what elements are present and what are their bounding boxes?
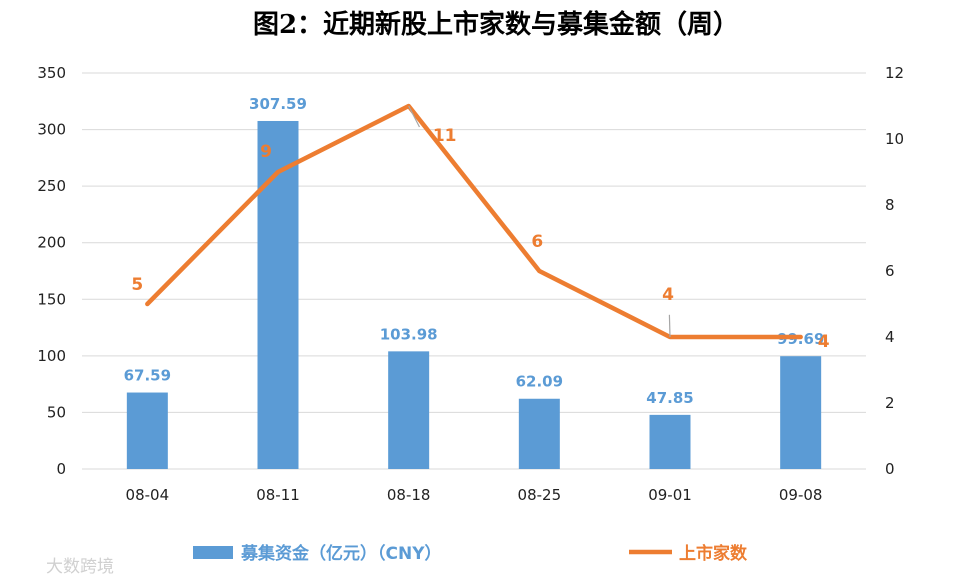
left-tick-label: 150 bbox=[37, 290, 66, 308]
left-tick-label: 0 bbox=[56, 460, 66, 478]
bar-data-label: 47.85 bbox=[646, 389, 693, 407]
watermark-text: 大数跨境 bbox=[46, 557, 114, 577]
left-axis: 0 50 100 150 200 250 300 350 bbox=[37, 64, 66, 478]
bar-data-label: 67.59 bbox=[124, 367, 171, 385]
x-axis: 08-04 08-11 08-18 08-25 09-01 09-08 bbox=[126, 486, 823, 504]
line-data-label: 5 bbox=[131, 275, 143, 295]
right-tick-label: 8 bbox=[885, 196, 895, 214]
right-tick-label: 6 bbox=[885, 262, 895, 280]
line-series: 5 9 11 6 4 4 bbox=[131, 103, 830, 352]
bar-data-label: 307.59 bbox=[249, 95, 307, 113]
bar bbox=[649, 414, 691, 469]
x-tick-label: 08-18 bbox=[387, 486, 431, 504]
leader-line bbox=[668, 314, 671, 338]
chart-title: 图2：近期新股上市家数与募集金额（周） bbox=[253, 9, 739, 40]
x-tick-label: 09-01 bbox=[648, 486, 692, 504]
legend: 募集资金（亿元）（CNY） 上市家数 bbox=[193, 543, 748, 564]
x-tick-label: 08-25 bbox=[518, 486, 562, 504]
left-tick-label: 200 bbox=[37, 234, 66, 252]
left-tick-label: 100 bbox=[37, 347, 66, 365]
right-tick-label: 10 bbox=[885, 130, 904, 148]
legend-label-line: 上市家数 bbox=[679, 543, 748, 564]
bar bbox=[126, 392, 168, 469]
bar bbox=[388, 351, 430, 469]
left-tick-label: 50 bbox=[47, 403, 66, 421]
right-tick-label: 2 bbox=[885, 394, 895, 412]
line-data-label: 11 bbox=[433, 126, 457, 146]
line-data-label: 9 bbox=[260, 142, 272, 162]
bar-data-label: 103.98 bbox=[380, 325, 438, 343]
leader-line bbox=[408, 105, 421, 128]
bar bbox=[257, 120, 299, 469]
bar bbox=[780, 356, 822, 469]
legend-label-bar: 募集资金（亿元）（CNY） bbox=[240, 543, 442, 564]
line-data-label: 4 bbox=[662, 285, 674, 305]
right-tick-label: 0 bbox=[885, 460, 895, 478]
left-tick-label: 250 bbox=[37, 177, 66, 195]
line-data-label: 6 bbox=[531, 232, 543, 252]
right-axis: 0 2 4 6 8 10 12 bbox=[885, 64, 904, 478]
gridlines bbox=[82, 72, 866, 470]
x-tick-label: 09-08 bbox=[779, 486, 823, 504]
right-tick-label: 12 bbox=[885, 64, 904, 82]
x-tick-label: 08-11 bbox=[256, 486, 300, 504]
bar bbox=[518, 398, 560, 469]
right-tick-label: 4 bbox=[885, 328, 895, 346]
line-data-label: 4 bbox=[818, 332, 830, 352]
line-path bbox=[145, 103, 803, 340]
left-tick-label: 300 bbox=[37, 121, 66, 139]
legend-swatch-bar bbox=[193, 546, 233, 559]
x-tick-label: 08-04 bbox=[126, 486, 170, 504]
bar-data-label: 62.09 bbox=[516, 373, 563, 391]
left-tick-label: 350 bbox=[37, 64, 66, 82]
